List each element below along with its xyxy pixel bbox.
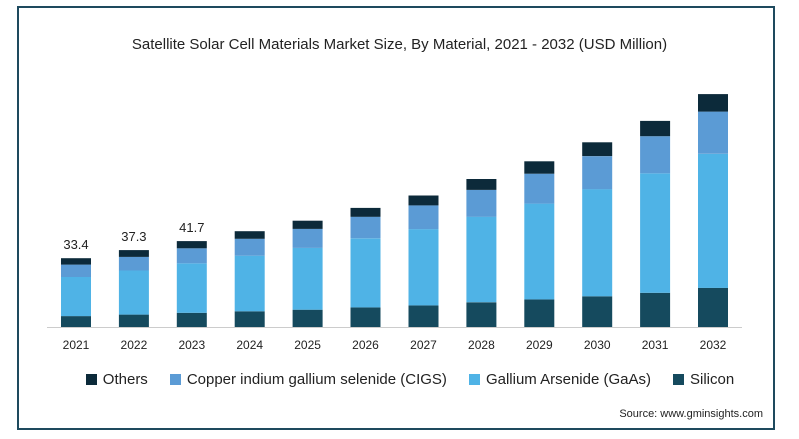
bar-segment-2021-gallium-arsenide-gaas	[61, 276, 91, 317]
bar-segment-2029-gallium-arsenide-gaas	[524, 203, 555, 300]
bar-segment-2032-gallium-arsenide-gaas	[698, 153, 728, 288]
bar-segment-2026-gallium-arsenide-gaas	[350, 238, 381, 308]
x-tick-label-2022: 2022	[121, 338, 148, 352]
data-label-2022: 37.3	[121, 229, 146, 244]
x-tick-label-2032: 2032	[700, 338, 727, 352]
source-note: Source: www.gminsights.com	[619, 408, 763, 420]
data-label-2023: 41.7	[179, 220, 204, 235]
bar-segment-2023-silicon	[176, 312, 207, 327]
legend-swatch-others	[85, 374, 97, 385]
legend-label-copper-indium-gallium-selenide-cigs: Copper indium gallium selenide (CIGS)	[186, 371, 447, 388]
bar-segment-2028-others	[466, 179, 497, 190]
bars-group	[61, 94, 728, 327]
bar-segment-2021-silicon	[61, 316, 91, 327]
bar-segment-2024-gallium-arsenide-gaas	[234, 255, 265, 312]
bar-segment-2027-copper-indium-gallium-selenide-cigs	[408, 205, 439, 230]
legend-label-silicon: Silicon	[690, 371, 735, 388]
bar-segment-2025-silicon	[292, 309, 323, 327]
x-tick-label-2031: 2031	[642, 338, 669, 352]
legend: Others Copper indium gallium selenide (CI…	[40, 371, 780, 388]
legend-item-copper-indium-gallium-selenide-cigs: Copper indium gallium selenide (CIGS)	[169, 371, 447, 388]
bar-segment-2021-others	[61, 258, 91, 265]
bar-segment-2023-others	[176, 241, 207, 249]
bar-segment-2030-others	[582, 142, 613, 157]
data-label-2021: 33.4	[63, 237, 88, 252]
x-tick-label-2027: 2027	[410, 338, 437, 352]
bar-segment-2029-silicon	[524, 299, 555, 327]
x-tick-label-2021: 2021	[63, 338, 90, 352]
bar-segment-2026-silicon	[350, 307, 381, 327]
bar-segment-2023-copper-indium-gallium-selenide-cigs	[176, 248, 207, 264]
data-labels: 33.4 37.3 41.7	[63, 220, 204, 252]
x-tick-label-2025: 2025	[294, 338, 321, 352]
bar-segment-2030-copper-indium-gallium-selenide-cigs	[582, 156, 613, 190]
legend-label-others: Others	[102, 371, 148, 388]
bar-segment-2029-others	[524, 161, 555, 174]
bar-segment-2024-others	[234, 231, 265, 239]
chart-title: Satellite Solar Cell Materials Market Si…	[131, 36, 668, 53]
x-tick-labels: 2021 2022 2023 2024 2025 2026 2027 2028 2029 2030…	[63, 338, 727, 352]
legend-label-gallium-arsenide-gaas: Gallium Arsenide (GaAs)	[485, 371, 651, 388]
legend-swatch-silicon	[673, 374, 684, 385]
legend-item-others: Others	[85, 371, 148, 388]
bar-segment-2027-silicon	[408, 305, 439, 327]
bar-segment-2023-gallium-arsenide-gaas	[176, 263, 207, 313]
bar-segment-2030-gallium-arsenide-gaas	[582, 189, 613, 297]
bar-segment-2025-copper-indium-gallium-selenide-cigs	[292, 228, 323, 248]
legend-item-gallium-arsenide-gaas: Gallium Arsenide (GaAs)	[468, 371, 651, 388]
legend-swatch-copper-indium-gallium-selenide-cigs	[169, 374, 181, 385]
bar-segment-2025-gallium-arsenide-gaas	[292, 247, 323, 310]
bar-segment-2021-copper-indium-gallium-selenide-cigs	[61, 264, 91, 277]
bar-segment-2031-gallium-arsenide-gaas	[640, 173, 671, 293]
bar-segment-2028-copper-indium-gallium-selenide-cigs	[466, 190, 497, 217]
bar-segment-2028-silicon	[466, 302, 497, 327]
bar-segment-2025-others	[292, 220, 323, 229]
x-tick-label-2024: 2024	[236, 338, 263, 352]
bar-segment-2022-gallium-arsenide-gaas	[118, 270, 149, 315]
x-tick-label-2030: 2030	[584, 338, 611, 352]
bar-segment-2022-copper-indium-gallium-selenide-cigs	[118, 256, 149, 271]
bar-segment-2029-copper-indium-gallium-selenide-cigs	[524, 173, 555, 204]
bar-segment-2027-others	[408, 195, 439, 206]
x-tick-label-2026: 2026	[352, 338, 379, 352]
bar-segment-2024-silicon	[234, 311, 265, 327]
bar-segment-2032-others	[698, 94, 728, 112]
bar-segment-2026-others	[350, 207, 381, 217]
legend-item-silicon: Silicon	[673, 371, 734, 388]
bar-segment-2031-others	[640, 120, 671, 137]
bar-segment-2026-copper-indium-gallium-selenide-cigs	[350, 216, 381, 239]
bar-segment-2027-gallium-arsenide-gaas	[408, 229, 439, 306]
bar-segment-2031-copper-indium-gallium-selenide-cigs	[640, 136, 671, 174]
x-tick-label-2029: 2029	[526, 338, 553, 352]
x-tick-label-2028: 2028	[468, 338, 495, 352]
legend-swatch-gallium-arsenide-gaas	[468, 374, 480, 385]
bar-segment-2031-silicon	[640, 292, 671, 327]
bar-segment-2032-silicon	[698, 287, 728, 327]
bar-segment-2024-copper-indium-gallium-selenide-cigs	[234, 238, 265, 256]
bar-segment-2022-others	[118, 250, 149, 257]
bar-segment-2028-gallium-arsenide-gaas	[466, 216, 497, 303]
bar-segment-2032-copper-indium-gallium-selenide-cigs	[698, 111, 728, 154]
x-tick-label-2023: 2023	[178, 338, 205, 352]
bar-segment-2022-silicon	[118, 314, 149, 327]
bar-segment-2030-silicon	[582, 296, 613, 327]
